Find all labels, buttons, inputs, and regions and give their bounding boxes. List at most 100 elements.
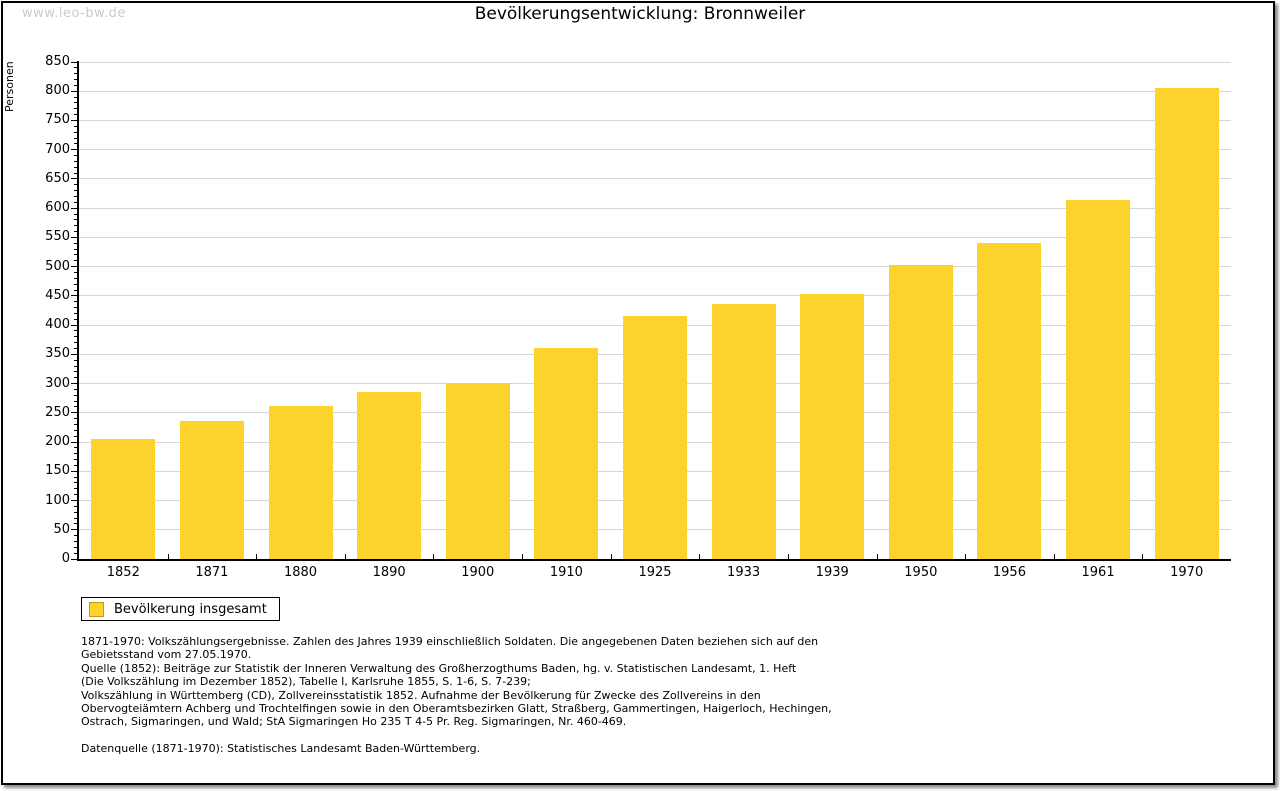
y-minor-tick xyxy=(74,125,77,127)
gridline xyxy=(79,178,1231,180)
x-boundary-tick xyxy=(1053,554,1055,559)
y-minor-tick xyxy=(74,271,77,273)
bar-1950 xyxy=(888,264,953,559)
x-boundary-tick xyxy=(699,554,701,559)
gridline xyxy=(79,236,1231,238)
y-minor-tick xyxy=(74,511,77,513)
y-tick-label: 750 xyxy=(45,112,70,128)
y-tick-label: 300 xyxy=(45,375,70,391)
y-tick-label: 250 xyxy=(45,404,70,420)
footnote-line: Obervogteiämtern Achberg und Trochtelfin… xyxy=(81,702,832,716)
y-minor-tick xyxy=(74,418,77,420)
footnote-lines: 1871-1970: Volkszählungsergebnisse. Zahl… xyxy=(81,635,832,729)
bar-1970 xyxy=(1154,88,1219,559)
x-boundary-tick xyxy=(610,554,612,559)
y-major-tick xyxy=(71,178,77,180)
y-tick-label: 100 xyxy=(45,492,70,508)
y-minor-tick xyxy=(74,131,77,133)
y-major-tick xyxy=(71,266,77,268)
y-tick-label: 800 xyxy=(45,83,70,99)
y-minor-tick xyxy=(74,494,77,496)
gridline xyxy=(79,119,1231,121)
y-minor-tick xyxy=(74,435,77,437)
y-minor-tick xyxy=(74,190,77,192)
x-tick-label: 1961 xyxy=(1081,565,1115,580)
y-minor-tick xyxy=(74,213,77,215)
y-minor-tick xyxy=(74,424,77,426)
footnote-line: 1871-1970: Volkszählungsergebnisse. Zahl… xyxy=(81,635,819,648)
legend: Bevölkerung insgesamt xyxy=(81,597,280,621)
y-minor-tick xyxy=(74,365,77,367)
y-minor-tick xyxy=(74,184,77,186)
y-tick-label: 650 xyxy=(45,170,70,186)
y-minor-tick xyxy=(74,394,77,396)
x-boundary-tick xyxy=(256,554,258,559)
y-minor-tick xyxy=(74,552,77,554)
y-minor-tick xyxy=(74,195,77,197)
x-boundary-tick xyxy=(167,554,169,559)
y-minor-tick xyxy=(74,201,77,203)
y-minor-tick xyxy=(74,277,77,279)
x-tick-label: 1890 xyxy=(372,565,406,580)
y-major-tick xyxy=(71,149,77,151)
x-tick-label: 1852 xyxy=(106,565,140,580)
footnote-line: Gebietsstand vom 27.05.1970. xyxy=(81,648,252,662)
y-tick-label: 600 xyxy=(45,200,70,216)
bar-1871 xyxy=(179,421,244,559)
y-minor-tick xyxy=(74,143,77,145)
x-axis xyxy=(77,559,1231,561)
y-minor-tick xyxy=(74,318,77,320)
x-tick-label: 1933 xyxy=(727,565,761,580)
y-minor-tick xyxy=(74,114,77,116)
x-tick-label: 1910 xyxy=(549,565,583,580)
y-minor-tick xyxy=(74,371,77,373)
y-minor-tick xyxy=(74,359,77,361)
y-minor-tick xyxy=(74,172,77,174)
gridline xyxy=(79,61,1231,63)
y-minor-tick xyxy=(74,301,77,303)
y-minor-tick xyxy=(74,225,77,227)
y-minor-tick xyxy=(74,523,77,525)
y-minor-tick xyxy=(74,289,77,291)
y-minor-tick xyxy=(74,283,77,285)
bar-1910 xyxy=(534,347,599,559)
y-minor-tick xyxy=(74,505,77,507)
x-tick-label: 1900 xyxy=(461,565,495,580)
bar-1939 xyxy=(800,294,865,559)
y-minor-tick xyxy=(74,330,77,332)
y-minor-tick xyxy=(74,79,77,81)
y-major-tick xyxy=(71,236,77,238)
y-minor-tick xyxy=(74,160,77,162)
y-minor-tick xyxy=(74,96,77,98)
bar-1852 xyxy=(91,439,156,559)
bar-1961 xyxy=(1066,199,1131,559)
y-minor-tick xyxy=(74,67,77,69)
y-major-tick xyxy=(71,295,77,297)
datasource-note: Datenquelle (1871-1970): Statistisches L… xyxy=(81,741,481,755)
legend-label: Bevölkerung insgesamt xyxy=(114,601,267,617)
y-minor-tick xyxy=(74,84,77,86)
y-minor-tick xyxy=(74,377,77,379)
y-minor-tick xyxy=(74,137,77,139)
y-minor-tick xyxy=(74,102,77,104)
x-boundary-tick xyxy=(433,554,435,559)
y-minor-tick xyxy=(74,260,77,262)
y-major-tick xyxy=(71,90,77,92)
y-tick-label: 0 xyxy=(61,551,70,566)
y-major-tick xyxy=(71,119,77,121)
gridline xyxy=(79,149,1231,151)
y-tick-label: 200 xyxy=(45,434,70,450)
y-minor-tick xyxy=(74,517,77,519)
y-minor-tick xyxy=(74,312,77,314)
y-minor-tick xyxy=(74,482,77,484)
bar-1933 xyxy=(711,304,776,559)
bar-1925 xyxy=(623,315,687,559)
y-minor-tick xyxy=(74,248,77,250)
gridline xyxy=(79,90,1231,92)
y-minor-tick xyxy=(74,400,77,402)
y-minor-tick xyxy=(74,73,77,75)
legend-swatch-icon xyxy=(89,601,104,617)
y-minor-tick xyxy=(74,307,77,309)
x-tick-label: 1880 xyxy=(283,565,318,580)
y-minor-tick xyxy=(74,406,77,408)
